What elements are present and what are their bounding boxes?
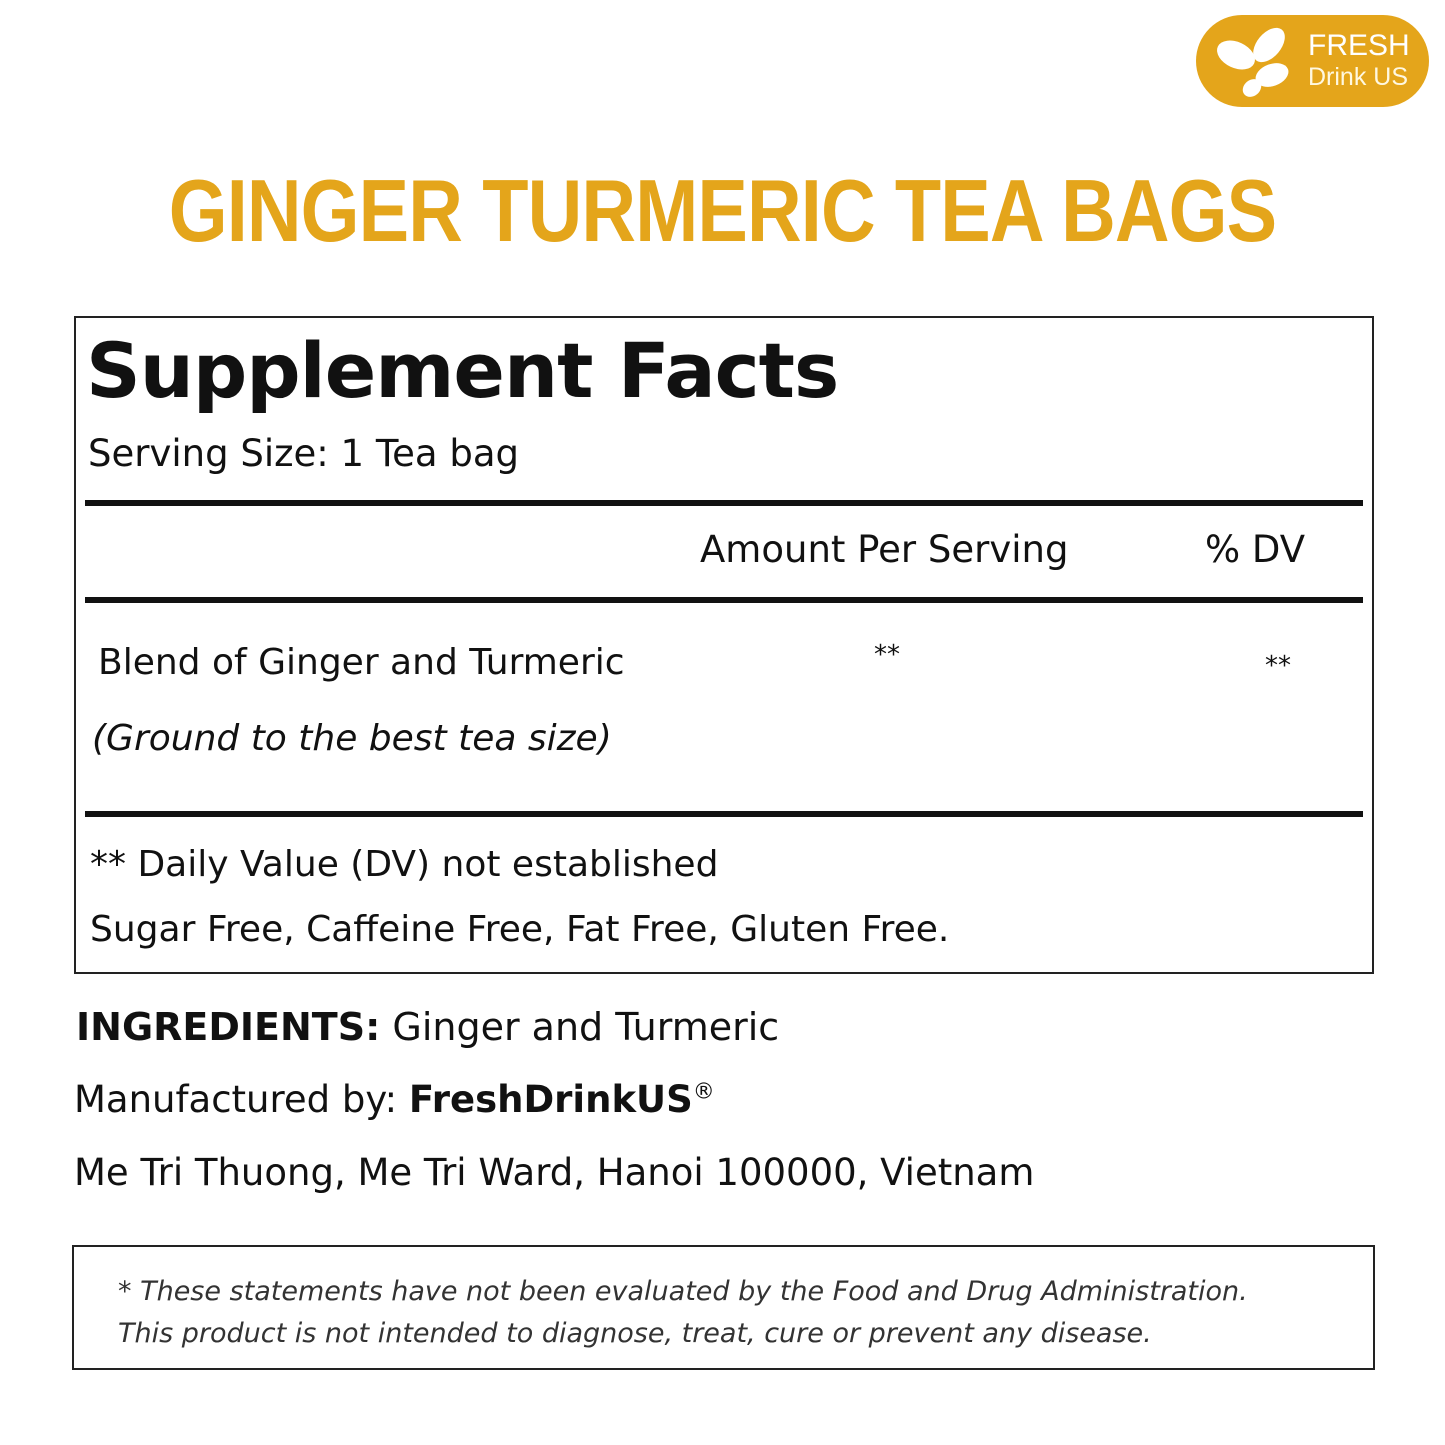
dv-footnote: ** Daily Value (DV) not established	[90, 844, 719, 885]
divider	[85, 597, 1363, 603]
amount-value: **	[874, 640, 900, 670]
divider	[85, 811, 1363, 817]
manufacturer-name: FreshDrinkUS	[408, 1078, 693, 1121]
disclaimer-line: * These statements have not been evaluat…	[118, 1276, 1248, 1307]
facts-heading: Supplement Facts	[86, 326, 839, 415]
ingredients-value: Ginger and Turmeric	[392, 1005, 780, 1049]
ingredient-name: Blend of Ginger and Turmeric	[98, 642, 625, 683]
ingredients-label: INGREDIENTS:	[76, 1005, 381, 1049]
brand-logo: FRESH Drink US	[1196, 15, 1429, 107]
free-list: Sugar Free, Caffeine Free, Fat Free, Glu…	[90, 909, 950, 950]
page-title: GINGER TURMERIC TEA BAGS	[168, 161, 1277, 260]
disclaimer-line: This product is not intended to diagnose…	[118, 1318, 1152, 1349]
column-dv: % DV	[1205, 528, 1306, 571]
manufacturer-address: Me Tri Thuong, Me Tri Ward, Hanoi 100000…	[74, 1151, 1035, 1194]
divider	[85, 500, 1363, 506]
logo-text-fresh: FRESH	[1308, 29, 1410, 62]
fda-disclaimer: * These statements have not been evaluat…	[72, 1245, 1375, 1370]
manufacturer-label: Manufactured by:	[74, 1078, 398, 1121]
manufacturer-line: Manufactured by: FreshDrinkUS®	[74, 1078, 715, 1121]
ingredient-note: (Ground to the best tea size)	[92, 718, 612, 759]
supplement-facts-panel	[74, 316, 1374, 974]
leaf-icon	[1217, 27, 1289, 97]
serving-size: Serving Size: 1 Tea bag	[88, 432, 519, 475]
column-amount: Amount Per Serving	[700, 528, 1069, 571]
registered-mark: ®	[692, 1079, 715, 1105]
dv-value: **	[1265, 651, 1291, 681]
ingredients-line: INGREDIENTS: Ginger and Turmeric	[76, 1005, 779, 1049]
logo-text-drinkus: Drink US	[1308, 63, 1409, 91]
